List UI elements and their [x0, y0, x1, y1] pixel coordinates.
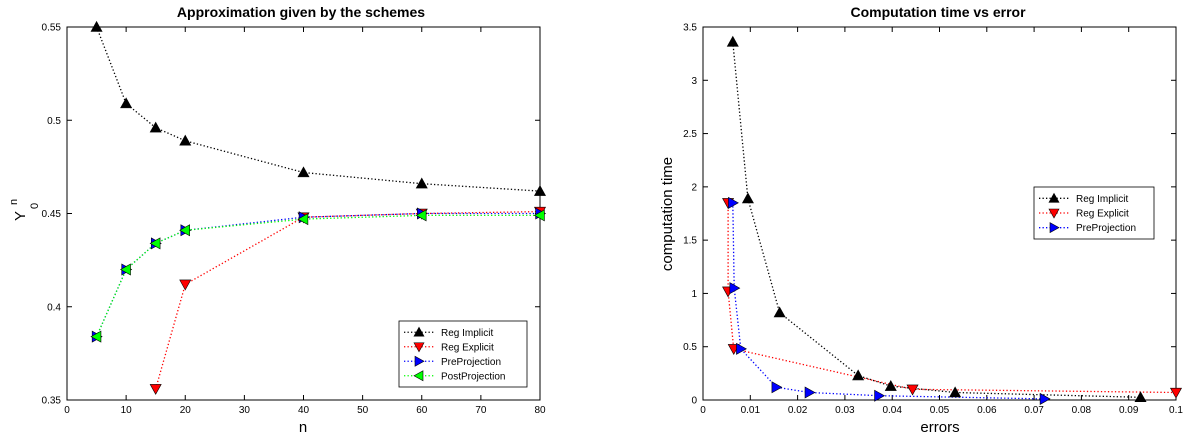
data-point-marker [729, 282, 741, 295]
legend-label: Reg Explicit [441, 342, 494, 353]
y-tick-label: 3 [691, 76, 697, 87]
chart-computation-time: Computation time vs error 0 0.01 0.02 0.03 0… [659, 4, 1183, 436]
legend-label: PreProjection [441, 357, 501, 368]
data-point-marker [90, 330, 102, 343]
x-tick-label: 0.03 [835, 405, 855, 416]
x-tick-label: 0.09 [1119, 405, 1139, 416]
y-axis-label-sup: n [8, 199, 20, 205]
y-tick-label: 0.45 [42, 209, 62, 220]
x-axis-label: errors [920, 419, 959, 436]
data-point-marker [120, 97, 133, 109]
x-tick-label: 20 [180, 405, 192, 416]
series-line [727, 202, 1177, 394]
legend-marker [414, 355, 425, 367]
data-point-marker [90, 20, 103, 32]
series-group [90, 20, 547, 395]
y-tick-label: 3.5 [683, 23, 697, 34]
series-group [722, 35, 1183, 405]
data-point-marker [874, 389, 886, 402]
legend-marker [1048, 208, 1060, 219]
legend-marker [413, 370, 424, 382]
y-tick-label: 0.55 [42, 23, 62, 34]
data-point-marker [297, 166, 310, 178]
data-point-marker [728, 196, 739, 209]
legend-label: Reg Implicit [441, 328, 493, 339]
y-axis-label: computation time [659, 157, 676, 271]
x-tick-label: 0.01 [741, 405, 761, 416]
chart-title: Computation time vs error [850, 4, 1026, 20]
x-tick-label: 0.05 [930, 405, 950, 416]
y-tick-label: 2 [691, 182, 697, 193]
data-point-marker [773, 306, 786, 318]
data-point-marker [533, 185, 547, 196]
x-tick-label: 10 [121, 405, 133, 416]
data-point-marker [949, 386, 962, 398]
y-axis-label-main: Y [12, 211, 29, 221]
data-point-marker [179, 224, 190, 237]
legend-marker [413, 326, 425, 337]
data-point-marker [179, 134, 192, 146]
data-point-marker [804, 386, 816, 399]
y-tick-label: 0.35 [42, 396, 62, 407]
legend: Reg Implicit Reg Explicit PreProjection Pos… [398, 320, 528, 388]
legend-marker [1049, 222, 1060, 234]
data-point-marker [415, 177, 428, 189]
legend: Reg Implicit Reg Explicit PreProjection [1033, 186, 1155, 240]
axis-ticks: 0 10 20 30 40 50 60 70 80 0.35 0.4 0.45 0.5 0.55 [42, 23, 546, 417]
data-point-marker [179, 279, 192, 291]
x-tick-label: 0 [64, 405, 70, 416]
x-tick-label: 70 [475, 405, 487, 416]
data-point-marker [297, 213, 309, 226]
chart-title: Approximation given by the schemes [177, 4, 425, 20]
data-point-marker [771, 381, 783, 394]
data-point-marker [120, 263, 131, 276]
data-point-marker [852, 369, 865, 381]
x-tick-label: 0.04 [882, 405, 902, 416]
data-point-marker [149, 121, 162, 133]
data-point-marker [906, 384, 919, 396]
x-tick-label: 60 [416, 405, 428, 416]
y-tick-label: 0.5 [47, 116, 61, 127]
data-point-marker [1134, 391, 1147, 403]
y-tick-label: 2.5 [683, 129, 697, 140]
x-tick-label: 40 [298, 405, 310, 416]
y-axis-label: Y n 0 [8, 199, 41, 221]
chart-approximation: Approximation given by the schemes 0 10 20… [8, 4, 547, 436]
y-tick-label: 1.5 [683, 236, 697, 247]
data-point-marker [149, 237, 161, 250]
x-tick-label: 0 [700, 405, 706, 416]
legend-label: Reg Explicit [1076, 209, 1129, 220]
data-point-marker [415, 209, 427, 222]
y-tick-label: 1 [691, 289, 697, 300]
data-point-marker [741, 192, 754, 204]
x-tick-label: 80 [534, 405, 546, 416]
svg-text:Y: Y [12, 211, 29, 221]
x-tick-label: 0.02 [788, 405, 808, 416]
data-point-marker [1039, 392, 1051, 405]
x-tick-label: 30 [239, 405, 251, 416]
x-tick-label: 0.06 [977, 405, 997, 416]
data-point-marker [884, 380, 897, 391]
y-tick-label: 0.5 [683, 342, 697, 353]
x-tick-label: 50 [357, 405, 369, 416]
data-point-marker [736, 342, 747, 355]
data-point-marker [1169, 387, 1183, 399]
x-tick-label: 0.1 [1169, 405, 1183, 416]
legend-label: Reg Implicit [1076, 194, 1128, 205]
legend-label: PreProjection [1076, 223, 1136, 234]
data-point-marker [533, 209, 545, 222]
legend-label: PostProjection [441, 371, 505, 382]
data-point-marker [149, 384, 162, 395]
legend-marker [1048, 192, 1060, 203]
x-tick-label: 0.07 [1024, 405, 1044, 416]
y-tick-label: 0.4 [47, 302, 61, 313]
data-point-marker [726, 35, 739, 47]
x-tick-label: 0.08 [1072, 405, 1092, 416]
y-axis-label-sub: 0 [29, 203, 41, 209]
y-tick-label: 0 [691, 396, 697, 407]
legend-marker [413, 342, 425, 353]
x-axis-label: n [299, 419, 307, 436]
